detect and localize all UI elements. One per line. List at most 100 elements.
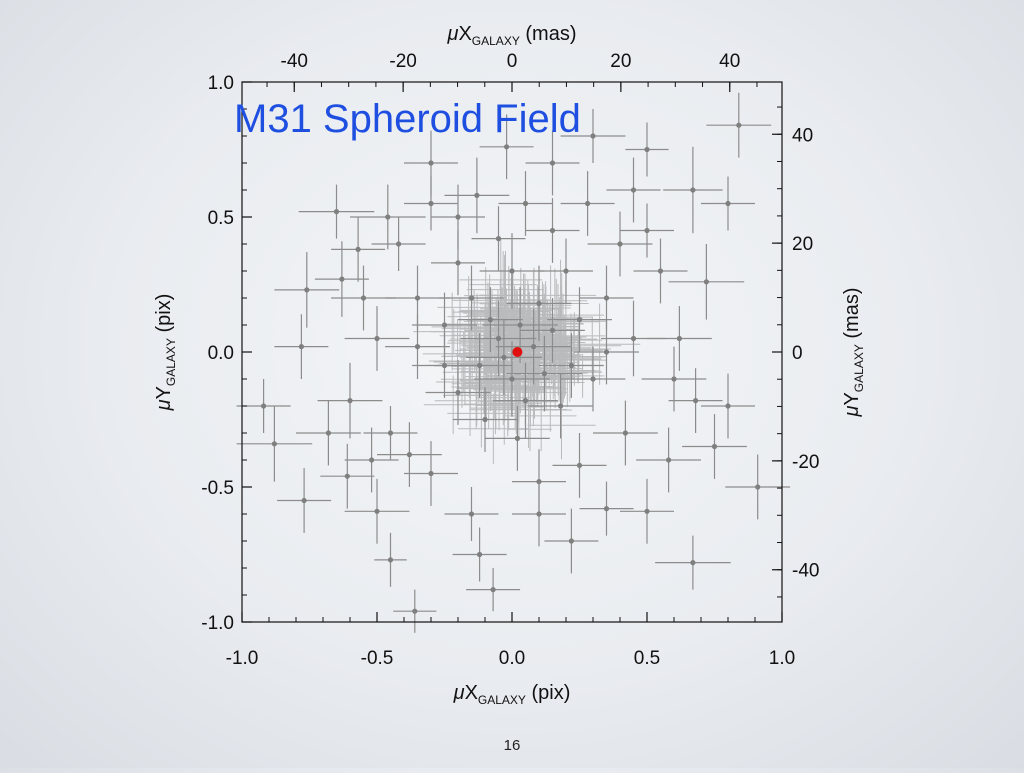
data-point xyxy=(344,478,410,544)
point-marker xyxy=(644,508,650,514)
data-point xyxy=(701,373,755,439)
data-point xyxy=(668,244,745,320)
point-marker xyxy=(671,376,677,382)
point-marker xyxy=(441,362,448,369)
data-point xyxy=(350,184,426,250)
data-point xyxy=(277,468,332,533)
point-marker xyxy=(477,551,483,558)
point-marker xyxy=(644,227,650,234)
data-point xyxy=(620,203,674,258)
data-point xyxy=(560,109,626,163)
point-marker xyxy=(501,354,507,360)
point-marker xyxy=(568,362,575,369)
data-point xyxy=(474,341,550,417)
data-point xyxy=(317,362,383,439)
data-point xyxy=(539,333,604,398)
point-marker xyxy=(261,403,267,409)
point-marker xyxy=(690,187,696,193)
data-point xyxy=(525,130,580,196)
point-marker xyxy=(514,435,521,441)
point-marker xyxy=(495,335,502,342)
cloud-point xyxy=(423,375,483,435)
point-marker xyxy=(396,241,402,247)
point-marker xyxy=(563,268,569,274)
x2-axis-label: μXGALAXY (mas) xyxy=(446,23,576,48)
point-marker xyxy=(387,557,394,563)
data-point xyxy=(539,238,593,304)
cloud-point xyxy=(503,312,550,360)
point-marker xyxy=(603,506,610,512)
y2-tick-label: 40 xyxy=(792,125,813,146)
point-marker xyxy=(690,560,696,566)
data-point xyxy=(320,443,375,509)
data-point xyxy=(641,346,707,412)
ticks-layer: -1.0 -0.5 0.0 0.5 1.0 -1.0 -0.5 0.0 0.5 1.0 -40 -20… xyxy=(201,51,819,669)
point-marker xyxy=(558,403,564,409)
data-point xyxy=(363,406,418,460)
data-point xyxy=(682,414,747,479)
data-point xyxy=(485,406,550,471)
point-marker xyxy=(468,511,475,517)
x2-tick-label: 20 xyxy=(610,51,631,72)
data-point xyxy=(274,252,340,328)
cloud-point xyxy=(508,281,583,356)
point-marker xyxy=(536,511,542,517)
point-marker xyxy=(517,322,523,328)
point-marker xyxy=(522,200,529,207)
data-point xyxy=(404,130,458,196)
point-marker xyxy=(414,295,421,301)
data-point xyxy=(493,362,558,439)
data-point xyxy=(412,333,477,398)
point-marker xyxy=(603,349,610,355)
y-tick-label: -0.5 xyxy=(201,478,234,499)
point-marker xyxy=(644,146,650,153)
data-point xyxy=(544,508,599,574)
y2-tick-label: -40 xyxy=(792,561,819,582)
y-tick-label: 0.0 xyxy=(208,343,234,364)
x-tick-label: 1.0 xyxy=(769,648,795,669)
point-marker xyxy=(455,260,461,266)
cloud-point xyxy=(460,318,514,372)
data-point xyxy=(495,308,572,385)
data-point xyxy=(344,427,399,493)
point-marker xyxy=(549,160,556,166)
point-marker xyxy=(325,430,331,436)
data-point xyxy=(236,406,313,482)
point-marker xyxy=(585,200,591,207)
cloud-point xyxy=(522,324,594,396)
cloud-point xyxy=(443,362,510,429)
x2-tick-label: -40 xyxy=(281,51,308,72)
data-point xyxy=(574,319,639,385)
cloud-point xyxy=(452,267,519,334)
y-tick-label: 0.5 xyxy=(208,208,234,229)
y-tick-label: -1.0 xyxy=(201,613,234,634)
y2-tick-label: -20 xyxy=(792,452,819,473)
point-marker xyxy=(522,398,529,404)
point-marker xyxy=(374,508,380,514)
point-marker xyxy=(495,236,502,242)
point-marker xyxy=(333,209,340,215)
cloud-point xyxy=(447,379,516,448)
x2-tick-label: 40 xyxy=(719,51,740,72)
data-point xyxy=(636,427,701,493)
point-marker xyxy=(725,200,731,207)
point-marker xyxy=(603,295,610,301)
y-tick-label: 1.0 xyxy=(208,73,234,94)
data-point xyxy=(344,306,410,371)
cloud-point xyxy=(413,292,492,371)
point-marker xyxy=(271,441,277,447)
point-marker xyxy=(541,371,548,377)
point-marker xyxy=(725,403,731,409)
point-marker xyxy=(344,473,350,479)
cloud-point xyxy=(460,282,516,339)
point-marker xyxy=(666,457,672,463)
cloud-point xyxy=(442,331,526,414)
data-point xyxy=(331,217,386,282)
point-marker xyxy=(676,335,683,342)
point-marker xyxy=(630,335,637,342)
point-marker xyxy=(387,430,394,436)
data-point xyxy=(385,314,450,379)
cloud-point xyxy=(460,312,520,372)
point-marker xyxy=(428,470,434,477)
